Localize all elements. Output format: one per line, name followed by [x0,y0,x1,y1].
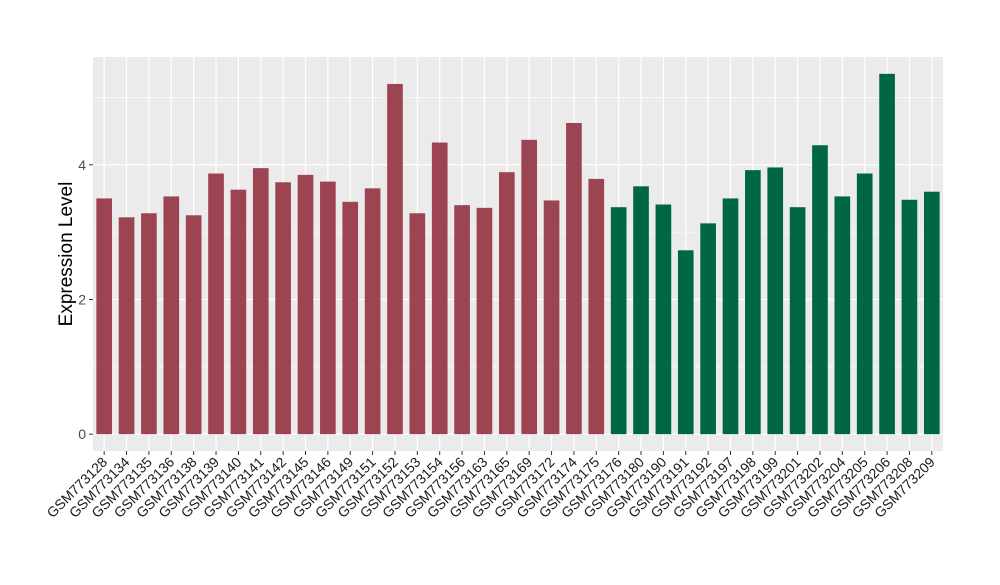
bar-GSM773156 [454,205,470,435]
y-tick-label: 2 [78,291,86,307]
bar-GSM773169 [521,139,538,435]
bar-GSM773190 [655,204,672,435]
bar-GSM773149 [342,201,359,435]
bar-GSM773198 [745,170,761,435]
bar-GSM773128 [96,198,113,435]
y-axis-label: Expression Level [56,182,77,327]
bar-GSM773151 [364,188,381,435]
bar-GSM773152 [387,83,403,435]
bar-GSM773199 [767,167,784,435]
bar-GSM773176 [610,207,627,435]
bar-GSM773204 [834,196,851,435]
bar-GSM773153 [409,213,426,435]
bar-GSM773135 [141,213,157,435]
bar-GSM773180 [633,186,649,435]
bar-GSM773138 [185,215,202,435]
y-axis: 0 2 4 [78,157,93,442]
x-axis: GSM773128GSM773134GSM773135GSM773136GSM7… [43,451,938,521]
bar-GSM773165 [498,172,515,435]
y-tick-label: 0 [78,426,86,442]
bar-GSM773202 [812,145,828,435]
bars [96,73,940,435]
bar-GSM773208 [901,199,918,435]
bar-GSM773136 [163,196,180,435]
bar-GSM773134 [118,217,135,435]
bar-GSM773175 [588,178,605,435]
bar-GSM773174 [566,123,582,435]
bar-GSM773146 [320,181,336,435]
y-tick-label: 4 [78,157,86,173]
bar-GSM773140 [230,189,247,435]
bar-GSM773141 [252,168,269,435]
bar-GSM773201 [789,207,806,435]
bar-GSM773191 [677,250,694,435]
bar-GSM773139 [208,173,224,435]
bar-GSM773205 [856,173,873,435]
bar-GSM773172 [543,200,560,435]
bar-GSM773209 [923,191,940,435]
bar-GSM773142 [275,182,291,435]
bar-GSM773197 [722,198,739,435]
bar-GSM773145 [297,174,314,435]
bar-GSM773154 [431,142,448,435]
bar-GSM773206 [879,73,895,435]
bar-GSM773192 [700,223,716,435]
bar-GSM773163 [476,207,493,435]
